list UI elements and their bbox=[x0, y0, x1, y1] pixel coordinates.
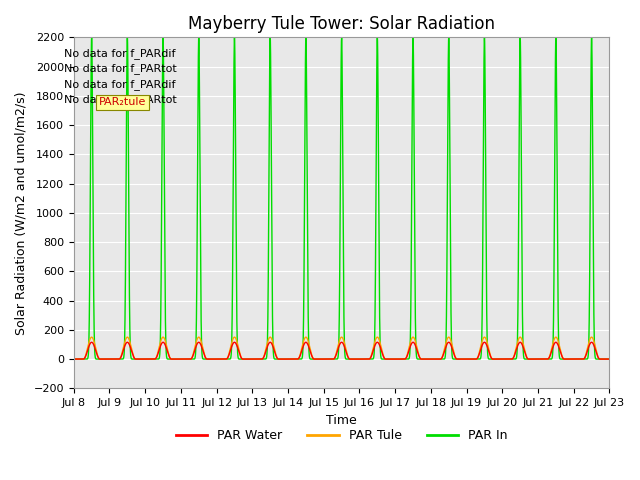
PAR Tule bbox=[604, 356, 611, 362]
PAR Tule bbox=[179, 356, 187, 362]
PAR Tule bbox=[184, 356, 192, 362]
PAR Water bbox=[179, 356, 187, 362]
Text: No data for f_PARtot: No data for f_PARtot bbox=[64, 63, 177, 74]
PAR In bbox=[184, 356, 192, 362]
Line: PAR Tule: PAR Tule bbox=[74, 337, 609, 359]
PAR In bbox=[88, 35, 95, 40]
PAR Tule bbox=[70, 356, 77, 362]
Line: PAR In: PAR In bbox=[74, 37, 609, 359]
PAR Water bbox=[70, 356, 77, 362]
Title: Mayberry Tule Tower: Solar Radiation: Mayberry Tule Tower: Solar Radiation bbox=[188, 15, 495, 33]
PAR Tule bbox=[415, 354, 423, 360]
PAR In bbox=[271, 356, 278, 362]
PAR In bbox=[70, 356, 77, 362]
Text: No data for f_PARdif: No data for f_PARdif bbox=[64, 48, 175, 59]
PAR Water bbox=[604, 356, 611, 362]
PAR Water bbox=[184, 356, 192, 362]
Line: PAR Water: PAR Water bbox=[74, 342, 609, 359]
PAR Tule bbox=[271, 346, 278, 351]
PAR Water bbox=[415, 354, 423, 360]
PAR Tule bbox=[492, 356, 499, 362]
Legend: PAR Water, PAR Tule, PAR In: PAR Water, PAR Tule, PAR In bbox=[171, 424, 512, 447]
PAR Water bbox=[88, 339, 95, 345]
PAR Tule bbox=[88, 334, 95, 340]
PAR In bbox=[415, 356, 423, 362]
PAR In bbox=[179, 356, 187, 362]
PAR In bbox=[605, 356, 613, 362]
PAR Water bbox=[605, 356, 613, 362]
Y-axis label: Solar Radiation (W/m2 and umol/m2/s): Solar Radiation (W/m2 and umol/m2/s) bbox=[15, 91, 28, 335]
PAR Tule bbox=[605, 356, 613, 362]
PAR Water bbox=[492, 356, 499, 362]
PAR Water bbox=[271, 348, 278, 354]
Text: No data for f_PARtot: No data for f_PARtot bbox=[64, 94, 177, 105]
Text: PAR₂tule: PAR₂tule bbox=[99, 97, 147, 108]
Text: No data for f_PARdif: No data for f_PARdif bbox=[64, 79, 175, 90]
X-axis label: Time: Time bbox=[326, 414, 357, 427]
PAR In bbox=[492, 356, 499, 362]
PAR In bbox=[604, 356, 611, 362]
